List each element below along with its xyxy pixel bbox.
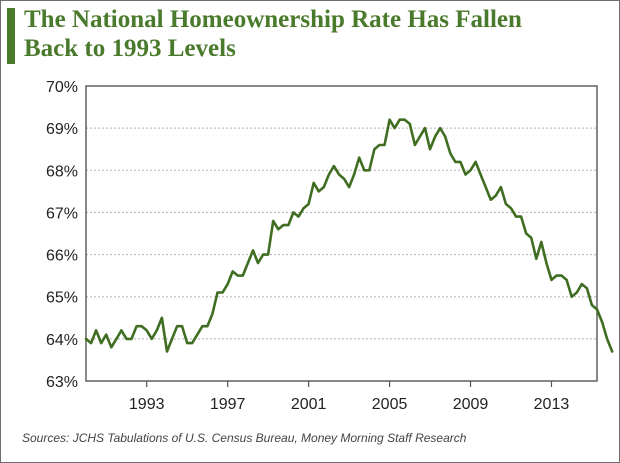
x-tick-label: 2013 — [534, 396, 570, 413]
y-tick-label: 67% — [46, 205, 78, 222]
x-tick-label: 1997 — [210, 396, 246, 413]
chart-title-line-1: The National Homeownership Rate Has Fall… — [24, 6, 522, 33]
y-tick-label: 65% — [46, 290, 78, 307]
title-accent-bar — [7, 8, 15, 64]
y-tick-label: 63% — [46, 374, 78, 391]
chart-title: The National Homeownership Rate Has Fall… — [24, 5, 604, 63]
y-tick-label: 69% — [46, 121, 78, 138]
y-tick-label: 64% — [46, 332, 78, 349]
plot-area-border — [85, 85, 598, 382]
y-tick-label: 68% — [46, 163, 78, 180]
series-line-homeownership-rate — [84, 118, 614, 353]
chart-title-line-2: Back to 1993 Levels — [24, 35, 236, 62]
source-note: Sources: JCHS Tabulations of U.S. Census… — [22, 431, 467, 445]
x-tick-label: 1993 — [129, 396, 165, 413]
x-tick-label: 2005 — [372, 396, 408, 413]
y-tick-label: 70% — [46, 79, 78, 96]
x-tick-label: 2009 — [453, 396, 489, 413]
y-tick-label: 66% — [46, 248, 78, 265]
x-tick-label: 2001 — [291, 396, 327, 413]
